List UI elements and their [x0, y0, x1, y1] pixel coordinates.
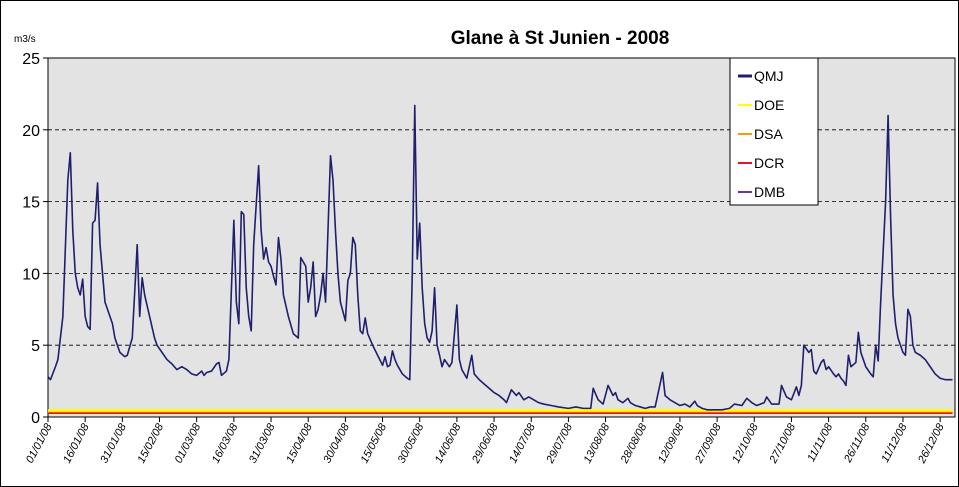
y-tick-label: 5 [31, 338, 40, 355]
plot-area [47, 57, 956, 418]
y-tick-label: 15 [22, 195, 40, 212]
legend-label: DMB [754, 184, 785, 200]
y-tick-label: 0 [31, 410, 40, 427]
series-line [47, 104, 953, 411]
legend-box [729, 57, 819, 206]
legend-label: DCR [754, 155, 784, 171]
y-tick-label: 25 [22, 51, 40, 68]
chart-title: Glane à St Junien - 2008 [451, 28, 670, 49]
legend-label: QMJ [754, 68, 784, 84]
legend-label: DOE [754, 97, 784, 113]
y-tick-label: 20 [22, 123, 40, 140]
y-axis-label: m3/s [14, 34, 36, 45]
legend-label: DSA [754, 126, 783, 142]
y-tick-label: 10 [22, 266, 40, 283]
